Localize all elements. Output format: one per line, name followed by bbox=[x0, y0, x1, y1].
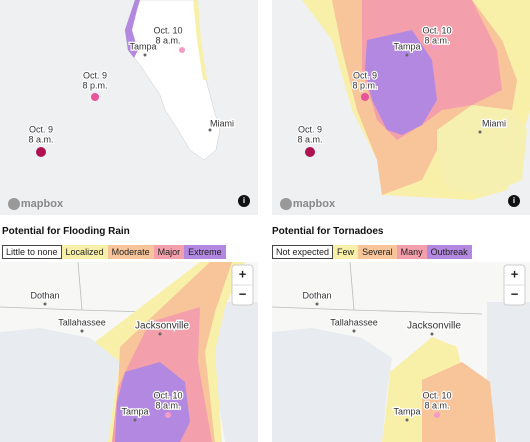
city-label: Jacksonville bbox=[407, 321, 461, 332]
legend-item: Not expected bbox=[272, 245, 334, 259]
info-icon[interactable]: i bbox=[513, 196, 515, 205]
point-date: Oct. 10 bbox=[153, 390, 182, 400]
info-button[interactable] bbox=[238, 195, 250, 207]
city-label: Tampa bbox=[129, 41, 156, 51]
legend-item: Little to none bbox=[2, 245, 62, 259]
point-date: Oct. 9 bbox=[353, 70, 377, 80]
attribution[interactable]: mapbox bbox=[21, 198, 64, 210]
mapbox-logo[interactable] bbox=[8, 198, 20, 210]
legend-item: Several bbox=[358, 245, 397, 259]
panel-title: Potential for Tornadoes bbox=[272, 226, 384, 237]
legend-item: Extreme bbox=[184, 245, 226, 259]
legend-item: Major bbox=[153, 245, 185, 259]
info-button[interactable] bbox=[508, 195, 520, 207]
zoom-in[interactable]: + bbox=[239, 266, 247, 281]
legend: Not expected Few Several Many Outbreak bbox=[272, 245, 472, 259]
city-label: Tampa bbox=[121, 406, 148, 416]
point-time: 8 a.m. bbox=[297, 134, 322, 144]
city-label: Jacksonville bbox=[135, 321, 189, 332]
map-panel: Oct. 10 8 a.m. Tampa Oct. 9 8 p.m. Oct. … bbox=[272, 0, 530, 215]
point-time: 8 p.m. bbox=[82, 80, 107, 90]
point-time: 8 a.m. bbox=[155, 35, 180, 45]
point-date: Oct. 9 bbox=[298, 124, 322, 134]
mapbox-logo[interactable] bbox=[280, 198, 292, 210]
city-label: Dothan bbox=[302, 290, 331, 300]
city-label: Dothan bbox=[30, 290, 59, 300]
point-date: Oct. 10 bbox=[422, 25, 451, 35]
point-time: 8 a.m. bbox=[424, 35, 449, 45]
legend-item: Many bbox=[396, 245, 427, 259]
city-label: Tampa bbox=[393, 406, 420, 416]
legend-item: Localized bbox=[61, 245, 108, 259]
info-icon[interactable]: i bbox=[243, 196, 245, 205]
point-date: Oct. 9 bbox=[29, 124, 53, 134]
zoom-in[interactable]: + bbox=[511, 266, 519, 281]
point-date: Oct. 10 bbox=[153, 25, 182, 35]
legend: Little to none Localized Moderate Major Extr… bbox=[2, 245, 226, 259]
point-time: 8 a.m. bbox=[424, 400, 449, 410]
point-time: 8 p.m. bbox=[352, 80, 377, 90]
point-time: 8 a.m. bbox=[155, 400, 180, 410]
map-panel: Oct. 10 8 a.m. Tampa Oct. 9 8 p.m. Oct. … bbox=[0, 0, 258, 215]
city-label: Miami bbox=[482, 118, 506, 128]
legend-item: Few bbox=[333, 245, 359, 259]
zoom-out[interactable]: − bbox=[239, 286, 247, 301]
legend-item: Outbreak bbox=[426, 245, 472, 259]
map-panel: Dothan Tallahassee Jacksonville Tampa Oc… bbox=[272, 262, 530, 442]
legend-item: Moderate bbox=[107, 245, 154, 259]
point-time: 8 a.m. bbox=[28, 134, 53, 144]
point-date: Oct. 10 bbox=[422, 390, 451, 400]
city-label: Tallahassee bbox=[58, 317, 106, 327]
city-label: Tampa bbox=[393, 41, 420, 51]
panel-title: Potential for Flooding Rain bbox=[2, 226, 130, 237]
city-label: Miami bbox=[210, 118, 234, 128]
city-label: Tallahassee bbox=[330, 317, 378, 327]
point-date: Oct. 9 bbox=[83, 70, 107, 80]
attribution[interactable]: mapbox bbox=[293, 198, 336, 210]
zoom-out[interactable]: − bbox=[511, 286, 519, 301]
map-panel: Dothan Tallahassee Jacksonville Tampa Oc… bbox=[0, 262, 258, 442]
